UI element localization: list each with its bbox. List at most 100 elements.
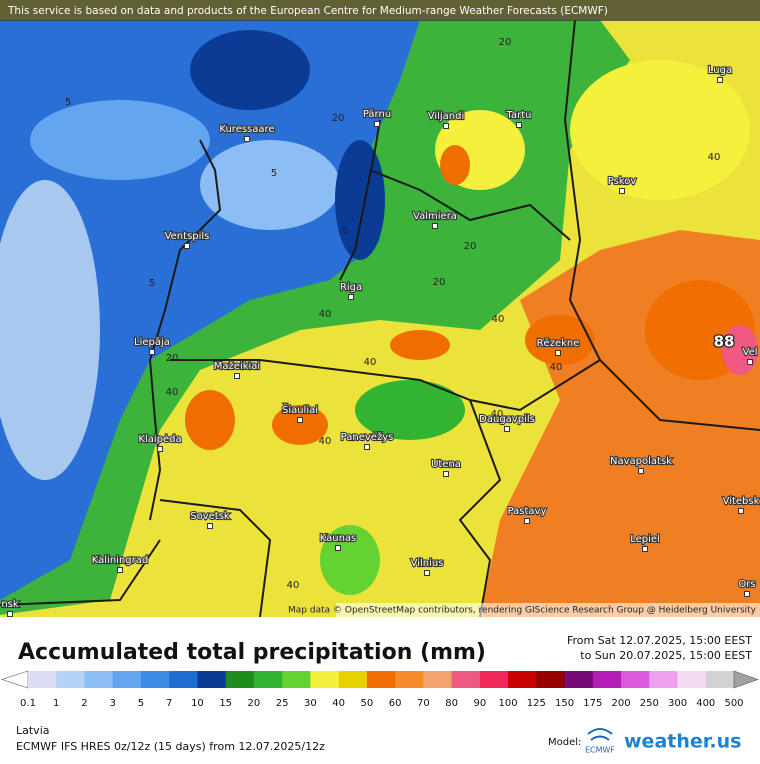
- legend-title: Accumulated total precipitation (mm): [18, 640, 486, 665]
- contour-label: 5: [271, 168, 277, 179]
- city-marker: [717, 77, 723, 83]
- attribution: This service is based on data and produc…: [7, 5, 608, 17]
- patch: [190, 30, 310, 110]
- patch: [335, 140, 385, 260]
- city-label: Navapolatsk: [610, 456, 672, 467]
- contour-label: 5: [149, 278, 155, 289]
- legend-cell: [621, 671, 650, 688]
- city-label: Vel: [743, 347, 758, 358]
- legend-tick-label: 80: [445, 698, 458, 709]
- legend-tick-label: 7: [166, 698, 172, 709]
- patch: [185, 390, 235, 450]
- legend-cell: [112, 671, 142, 688]
- legend-cell: [56, 671, 85, 688]
- city-label: Vitebsk: [723, 496, 760, 507]
- ecmwf-logo-icon: [587, 728, 613, 741]
- city-label: Pskov: [608, 176, 637, 187]
- legend-cell: [310, 671, 340, 688]
- legend-tick-label: 175: [583, 698, 602, 709]
- border: [170, 19, 602, 412]
- max-label: 88: [714, 333, 735, 351]
- legend-cell: [564, 671, 594, 688]
- contour-label: 20: [332, 113, 345, 124]
- border: [458, 399, 502, 618]
- city-label: Luga: [708, 65, 732, 76]
- contour-label: 20: [433, 277, 446, 288]
- coast: [339, 119, 381, 281]
- city-label: Riga: [340, 282, 362, 293]
- brand: weather.us: [624, 731, 741, 753]
- city-marker: [7, 611, 13, 617]
- city-marker: [744, 591, 750, 597]
- legend-tick-label: 15: [219, 698, 232, 709]
- period-from: From Sat 12.07.2025, 15:00 EEST: [567, 634, 752, 647]
- city-marker: [348, 294, 354, 300]
- model-run: ECMWF IFS HRES 0z/12z (15 days) from 12.…: [16, 740, 325, 753]
- city-marker: [184, 243, 190, 249]
- map: Luga Pärnu Viljandi Tartu Kuressaare Pskov Val…: [0, 0, 760, 618]
- city-marker: [297, 417, 303, 423]
- city-label: Kaliningrad: [92, 555, 148, 566]
- legend-cell: [592, 671, 622, 688]
- border: [159, 499, 272, 618]
- above-arrow: [733, 670, 759, 689]
- contour-label: 40: [491, 409, 504, 420]
- legend-cell: [508, 671, 537, 688]
- patch: [320, 525, 380, 595]
- city-label: Mažeikiai: [214, 360, 260, 372]
- city-label: Valmiera: [413, 211, 457, 222]
- patch: [200, 140, 340, 230]
- contour-label: 40: [319, 436, 332, 447]
- contour-label: 40: [364, 357, 377, 368]
- contour-label: 20: [166, 353, 179, 364]
- coast: [148, 139, 222, 521]
- contour-label: 40: [166, 387, 179, 398]
- city-marker: [244, 136, 250, 142]
- contour-label: 40: [319, 309, 332, 320]
- city-marker: [424, 570, 430, 576]
- legend-cell: [366, 671, 396, 688]
- legend-cell: [282, 671, 311, 688]
- city-marker: [738, 508, 744, 514]
- contour-label: 20: [499, 37, 512, 48]
- contour-label: 5: [65, 97, 71, 108]
- city-label: Pärnu: [363, 109, 391, 120]
- city-marker: [524, 518, 530, 524]
- credit-bg: [336, 603, 760, 617]
- map-credit: Map data © OpenStreetMap contributors, r…: [288, 606, 757, 616]
- legend-tick-label: 300: [668, 698, 687, 709]
- city-label: Klaipėda: [138, 434, 181, 445]
- city-marker: [207, 523, 213, 529]
- legend-tick-label: 1: [53, 698, 59, 709]
- city-marker: [364, 444, 370, 450]
- legend-tick-label: 5: [138, 698, 144, 709]
- colorbar: 0.1 1 2 3 5 7 10 15 20 25 30 40 50 60 70 80 90 100 125 150 1…: [1, 670, 759, 709]
- city-label: Vilnius: [411, 558, 444, 569]
- contour-label: 5: [342, 226, 348, 237]
- legend-tick-label: 50: [361, 698, 374, 709]
- legend-cell: [28, 671, 57, 688]
- legend-cell: [451, 671, 481, 688]
- legend-tick-label: 60: [389, 698, 402, 709]
- legend-cell: [169, 671, 198, 688]
- city-label: Sovetsk: [190, 511, 230, 522]
- legend-tick-label: 40: [332, 698, 345, 709]
- legend-tick-label: 10: [191, 698, 204, 709]
- border: [369, 169, 571, 241]
- below-arrow: [1, 670, 29, 689]
- legend-cell: [197, 671, 227, 688]
- legend-cell: [705, 671, 735, 688]
- legend-cell: [479, 671, 509, 688]
- patch: [440, 145, 470, 185]
- model-label: Model:: [548, 737, 581, 748]
- borders: [0, 19, 760, 618]
- legend-cell: [253, 671, 283, 688]
- legend-cell: [84, 671, 114, 688]
- city-marker: [516, 122, 522, 128]
- legend-tick-label: 400: [696, 698, 715, 709]
- city-marker: [374, 121, 380, 127]
- city-marker: [432, 223, 438, 229]
- city-label: Liepāja: [134, 337, 170, 348]
- city-marker: [234, 373, 240, 379]
- legend-tick-label: 3: [110, 698, 116, 709]
